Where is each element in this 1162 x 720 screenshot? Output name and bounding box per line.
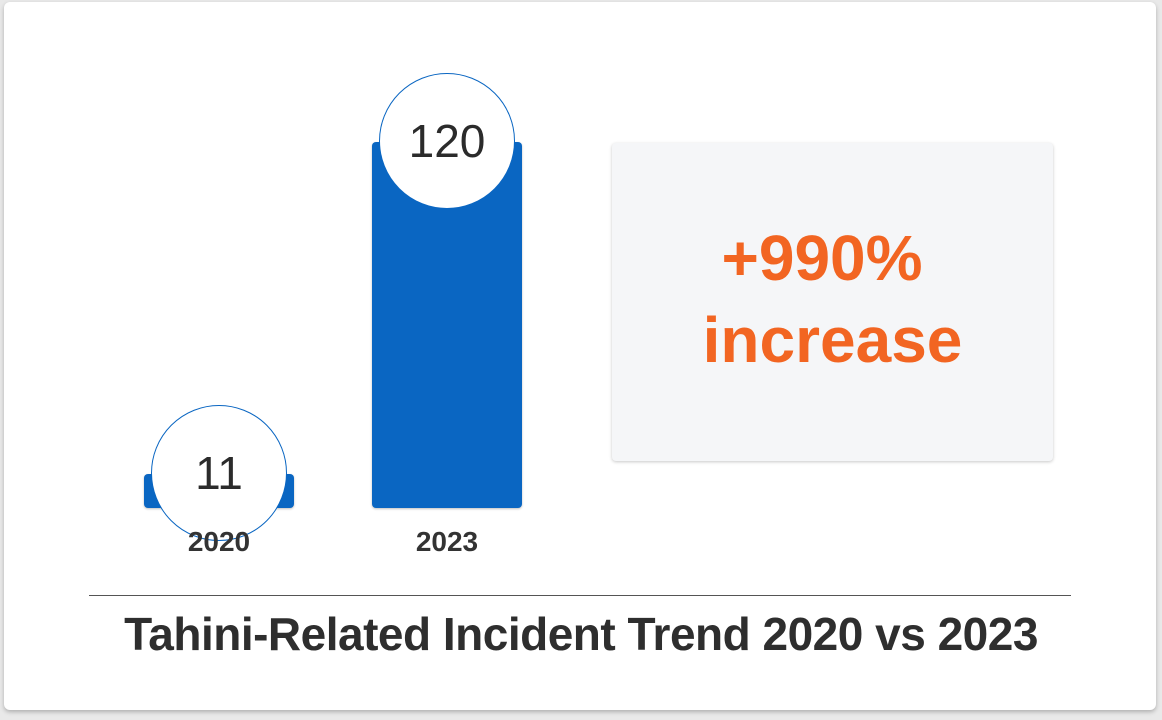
- chart-title: Tahini-Related Incident Trend 2020 vs 20…: [124, 608, 1038, 660]
- increase-percentage: +990%: [721, 222, 923, 294]
- category-label-2023: 2023: [415, 526, 479, 557]
- value-label-2023: 120: [379, 73, 515, 209]
- value-label-2020: 11: [151, 405, 287, 542]
- increase-callout: +990% increase: [612, 143, 1053, 461]
- category-label-2020: 2020: [187, 526, 251, 557]
- increase-label: increase: [702, 304, 963, 376]
- title-divider: [89, 595, 1071, 596]
